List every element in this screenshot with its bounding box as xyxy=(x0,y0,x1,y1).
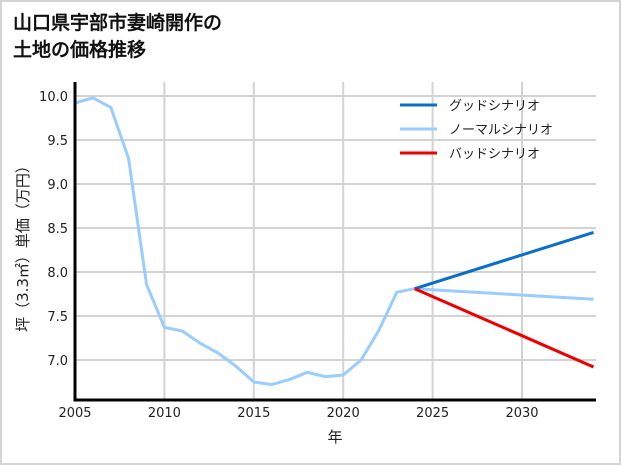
x-tick-label: 2025 xyxy=(416,406,449,421)
legend-label: ノーマルシナリオ xyxy=(449,123,553,138)
x-axis-label: 年 xyxy=(327,428,342,446)
legend-item: グッドシナリオ xyxy=(400,99,540,114)
series-line xyxy=(74,96,594,387)
y-axis-label: 坪（3.3㎡）単価（万円） xyxy=(14,158,32,332)
x-tick-label: 2030 xyxy=(505,406,538,421)
legend-item: バッドシナリオ xyxy=(400,147,540,162)
x-tick-label: 2015 xyxy=(237,406,270,421)
legend-item: ノーマルシナリオ xyxy=(400,123,553,138)
series-line xyxy=(414,230,594,291)
y-tick-label: 7.5 xyxy=(47,310,68,325)
axes xyxy=(73,82,596,402)
y-tick-label: 8.0 xyxy=(47,266,68,281)
y-tick-labels: 7.0 7.5 8.0 8.5 9.0 9.5 10.0 xyxy=(39,90,68,369)
x-tick-label: 2020 xyxy=(327,406,360,421)
y-tick-label: 10.0 xyxy=(39,90,68,105)
x-tick-label: 2005 xyxy=(58,406,91,421)
chart-title: 山口県宇部市妻崎開作の 土地の価格推移 xyxy=(13,12,223,61)
y-tick-label: 8.5 xyxy=(47,222,68,237)
data-lines xyxy=(74,96,595,387)
y-tick-label: 9.0 xyxy=(47,178,68,193)
series-line xyxy=(414,287,595,369)
x-tick-label: 2010 xyxy=(148,406,181,421)
gridlines xyxy=(75,82,596,400)
y-tick-label: 9.5 xyxy=(47,134,68,149)
legend-label: グッドシナリオ xyxy=(449,99,540,114)
x-tick-labels: 2005 2010 2015 2020 2025 2030 xyxy=(58,406,538,421)
legend-label: バッドシナリオ xyxy=(449,147,540,162)
y-tick-label: 7.0 xyxy=(47,354,68,369)
